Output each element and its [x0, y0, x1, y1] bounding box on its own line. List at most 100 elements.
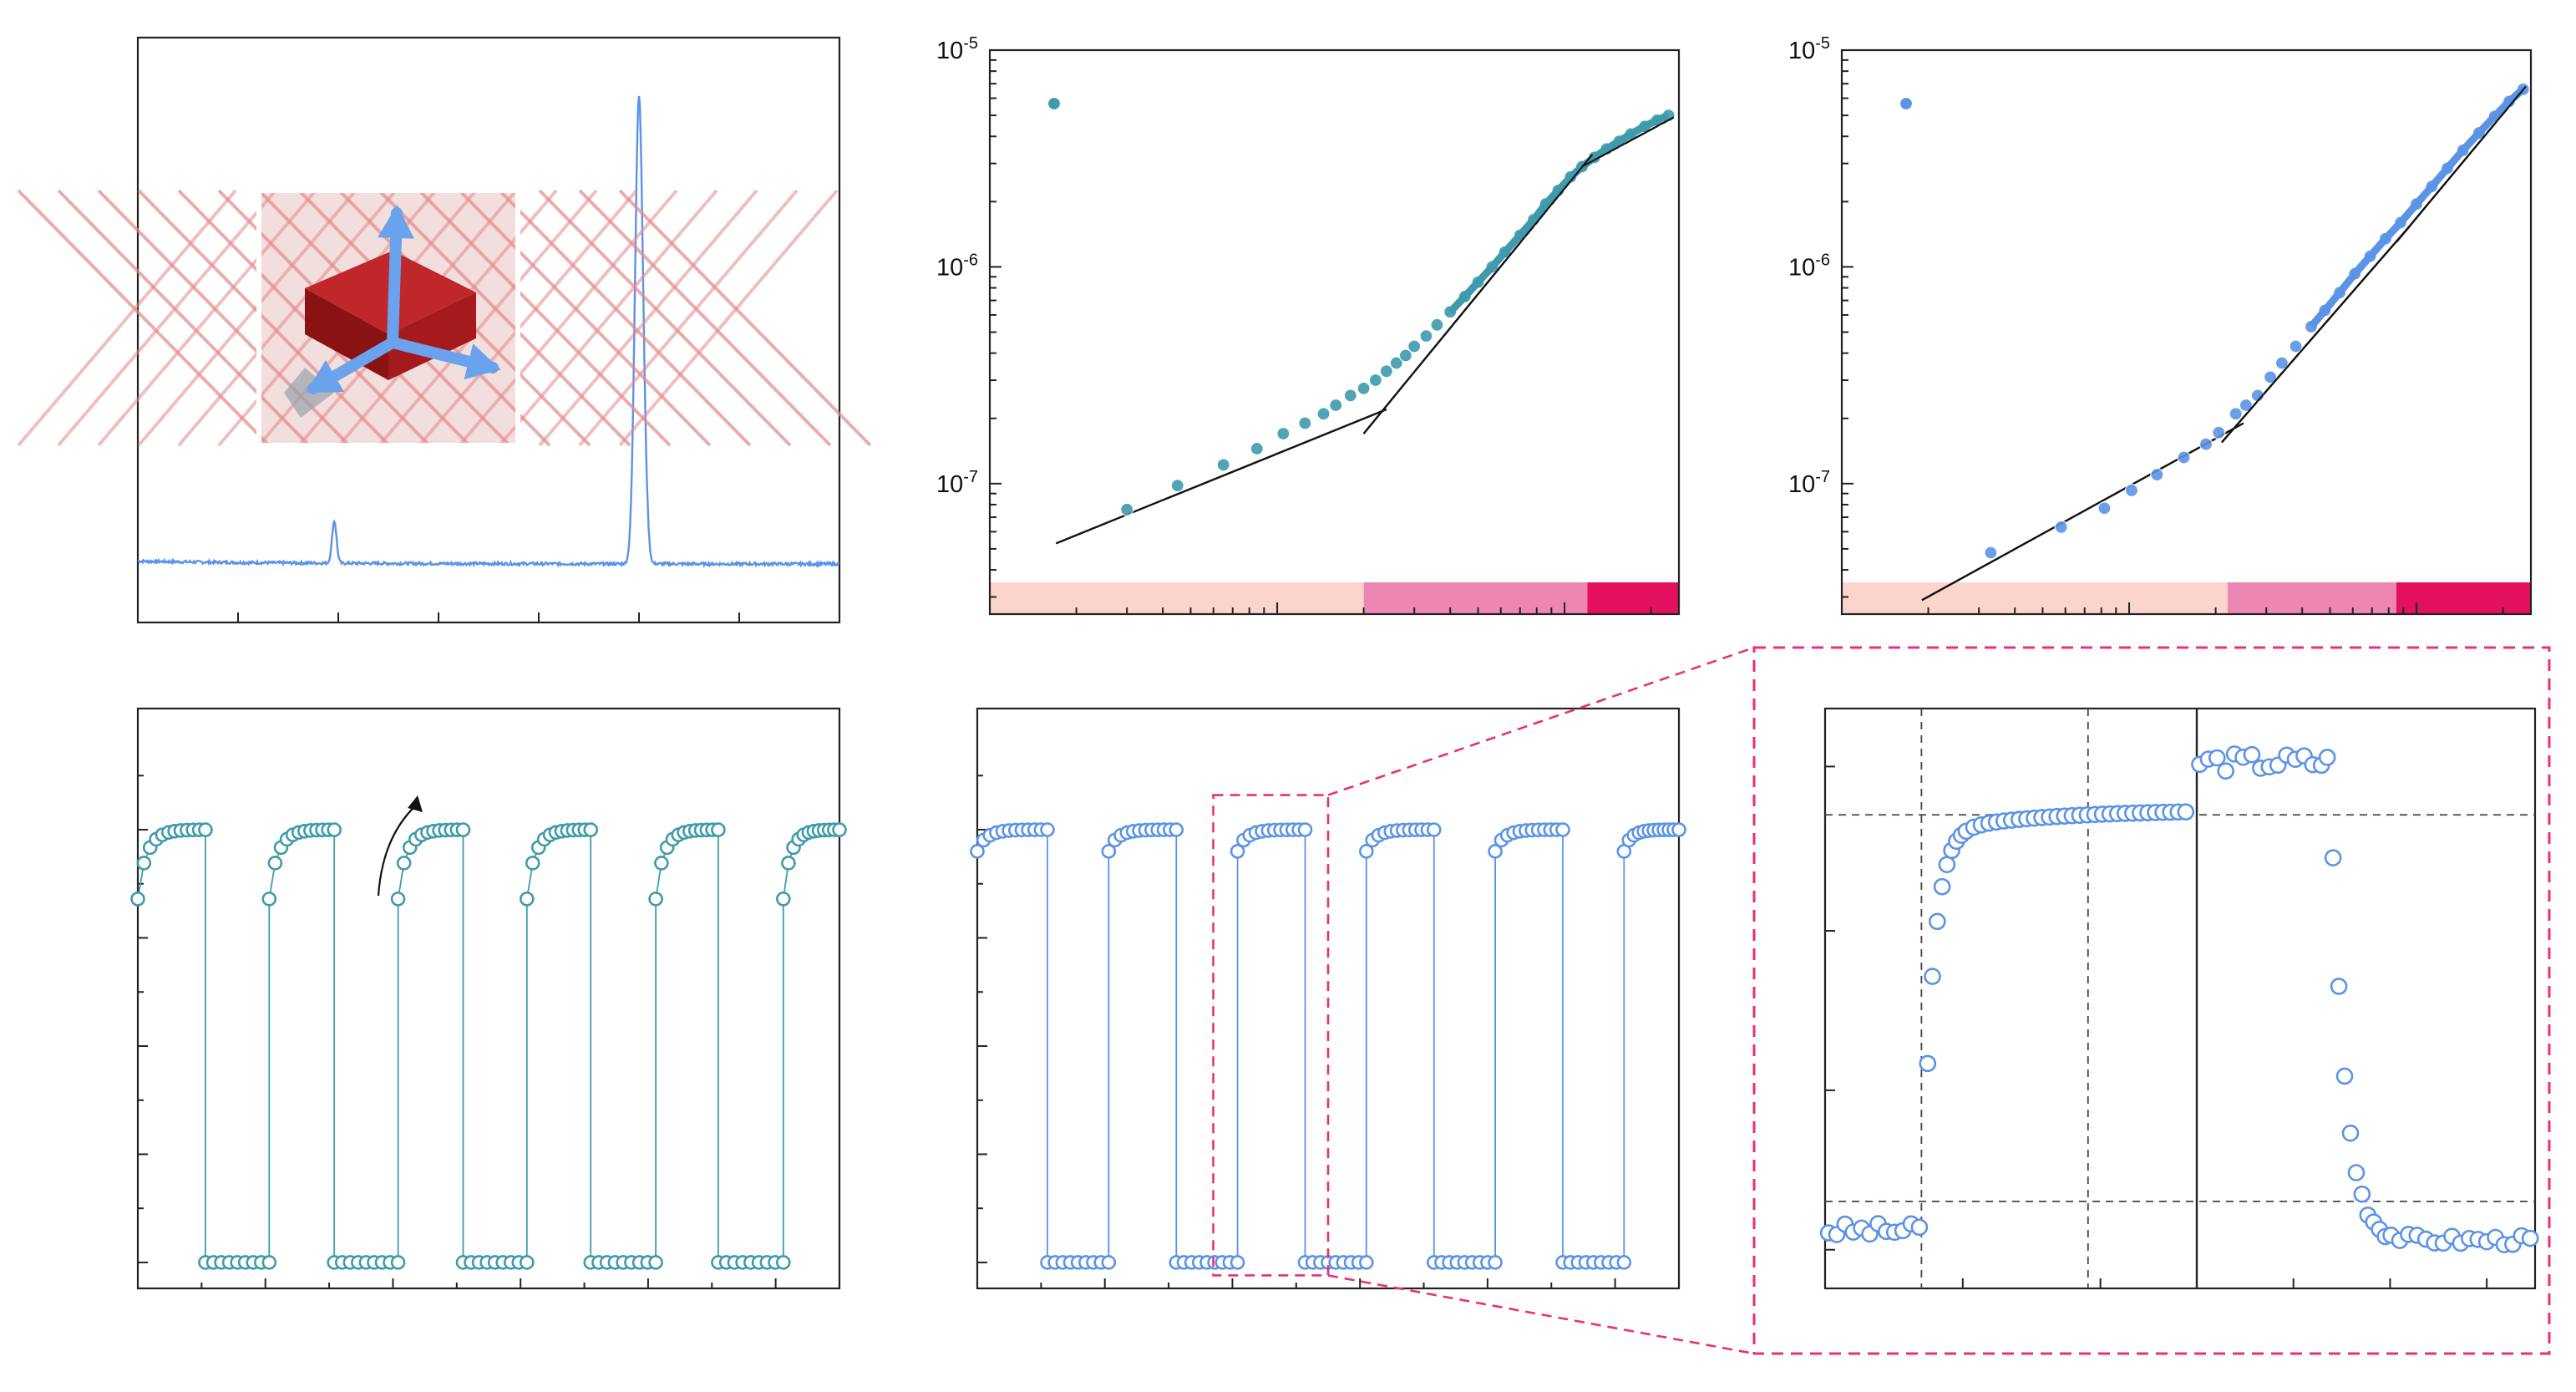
fall-point: [2243, 745, 2261, 764]
data-point: [2124, 483, 2139, 498]
zoom-box: [1212, 794, 1330, 1277]
fit-line: [1055, 408, 1387, 545]
data-point: [781, 856, 796, 871]
data-point: [1316, 407, 1331, 421]
grid-line: [458, 189, 712, 447]
data-point: [455, 822, 471, 837]
regime-zone: [990, 582, 1364, 614]
data-point: [2263, 370, 2278, 384]
data-point: [1216, 458, 1230, 472]
rise-point: [1933, 877, 1951, 896]
y-tick-exponent: -5: [963, 34, 978, 53]
data-point: [648, 1255, 663, 1270]
rise-point: [1938, 856, 1956, 874]
fall-point: [2330, 978, 2348, 995]
data-point: [267, 856, 283, 871]
regime-zone: [2227, 582, 2396, 614]
data-point: [520, 892, 535, 907]
data-point: [1040, 822, 1055, 837]
fall-point: [2347, 1164, 2366, 1181]
grid-line: [137, 189, 357, 447]
data-point: [1120, 502, 1134, 516]
fit-line: [1921, 422, 2244, 602]
data-point: [711, 822, 726, 837]
fit-line-overlay: [1581, 116, 1675, 168]
photocurrent-trace: [976, 829, 1680, 1263]
data-point: [1329, 398, 1343, 413]
data-point: [396, 856, 412, 871]
data-point: [654, 856, 669, 871]
data-point: [1671, 822, 1686, 837]
rise-point: [2177, 803, 2195, 820]
rise-point: [1929, 912, 1946, 931]
tau-arrow: [377, 803, 418, 897]
plot-frame: [976, 707, 1681, 1290]
grid-line: [498, 189, 752, 447]
dense-data-band: [1447, 111, 1671, 315]
data-point: [1426, 822, 1442, 837]
data-point: [261, 1255, 277, 1270]
legend-marker: [1047, 96, 1062, 111]
data-point: [1407, 339, 1422, 353]
data-point: [2239, 398, 2254, 413]
panel-b-iv-001: 10-710-610-5: [936, 34, 1681, 616]
crystal-right: [388, 292, 476, 380]
data-point: [2177, 450, 2191, 465]
data-point: [390, 1255, 406, 1270]
y-tick-label: 10-7: [936, 468, 978, 498]
data-point: [1359, 1255, 1374, 1270]
fit-line-overlay: [2396, 85, 2527, 243]
data-point: [2150, 467, 2164, 482]
grid-line: [418, 189, 638, 447]
data-point: [198, 822, 213, 837]
data-point: [1398, 348, 1412, 363]
data-point: [2212, 425, 2226, 439]
crystal-shadow: [284, 368, 334, 418]
y-tick-base: 10: [936, 471, 963, 498]
data-point: [520, 1255, 535, 1270]
grid-line: [498, 189, 718, 447]
plot-frame: [1840, 48, 2533, 616]
data-point: [648, 892, 663, 907]
dense-data-band: [2308, 86, 2526, 329]
data-point: [1488, 844, 1503, 859]
y-tick-exponent: -7: [963, 468, 978, 486]
data-point: [1616, 1255, 1632, 1270]
grid-line: [137, 189, 391, 447]
grid-line: [57, 189, 311, 447]
plot-frame: [136, 707, 841, 1290]
data-point: [1368, 373, 1382, 388]
data-point: [2289, 339, 2303, 353]
fall-point: [2521, 1229, 2539, 1247]
data-point: [775, 892, 791, 907]
y-tick-exponent: -6: [1815, 251, 1830, 269]
data-point: [1419, 328, 1433, 343]
photocurrent-trace: [137, 829, 840, 1263]
data-point: [1389, 356, 1403, 370]
data-point: [1250, 441, 1264, 456]
y-tick-base: 10: [1788, 254, 1815, 281]
xrd-trace: [137, 95, 840, 569]
rise-point: [1924, 968, 1941, 985]
y-tick-label: 10-6: [1788, 251, 1830, 281]
data-point: [775, 1255, 791, 1270]
data-point: [1430, 318, 1444, 332]
data-point: [1276, 426, 1291, 441]
zoom-guide-top: [1327, 646, 1755, 796]
data-point: [2274, 356, 2289, 370]
regime-zone: [1842, 582, 2228, 614]
fall-point: [2318, 749, 2336, 766]
grid-line: [578, 189, 799, 447]
regime-zone: [2396, 582, 2531, 614]
grid-line: [378, 189, 631, 447]
data-point: [1101, 844, 1117, 859]
grid-line: [57, 189, 277, 447]
data-point: [1230, 844, 1245, 859]
regime-zone: [1587, 582, 1679, 614]
grid-line: [97, 189, 317, 447]
y-tick-label: 10-5: [1788, 34, 1830, 64]
y-tick-base: 10: [1788, 38, 1815, 64]
y-tick-label: 10-5: [936, 34, 978, 64]
data-point: [390, 892, 406, 907]
